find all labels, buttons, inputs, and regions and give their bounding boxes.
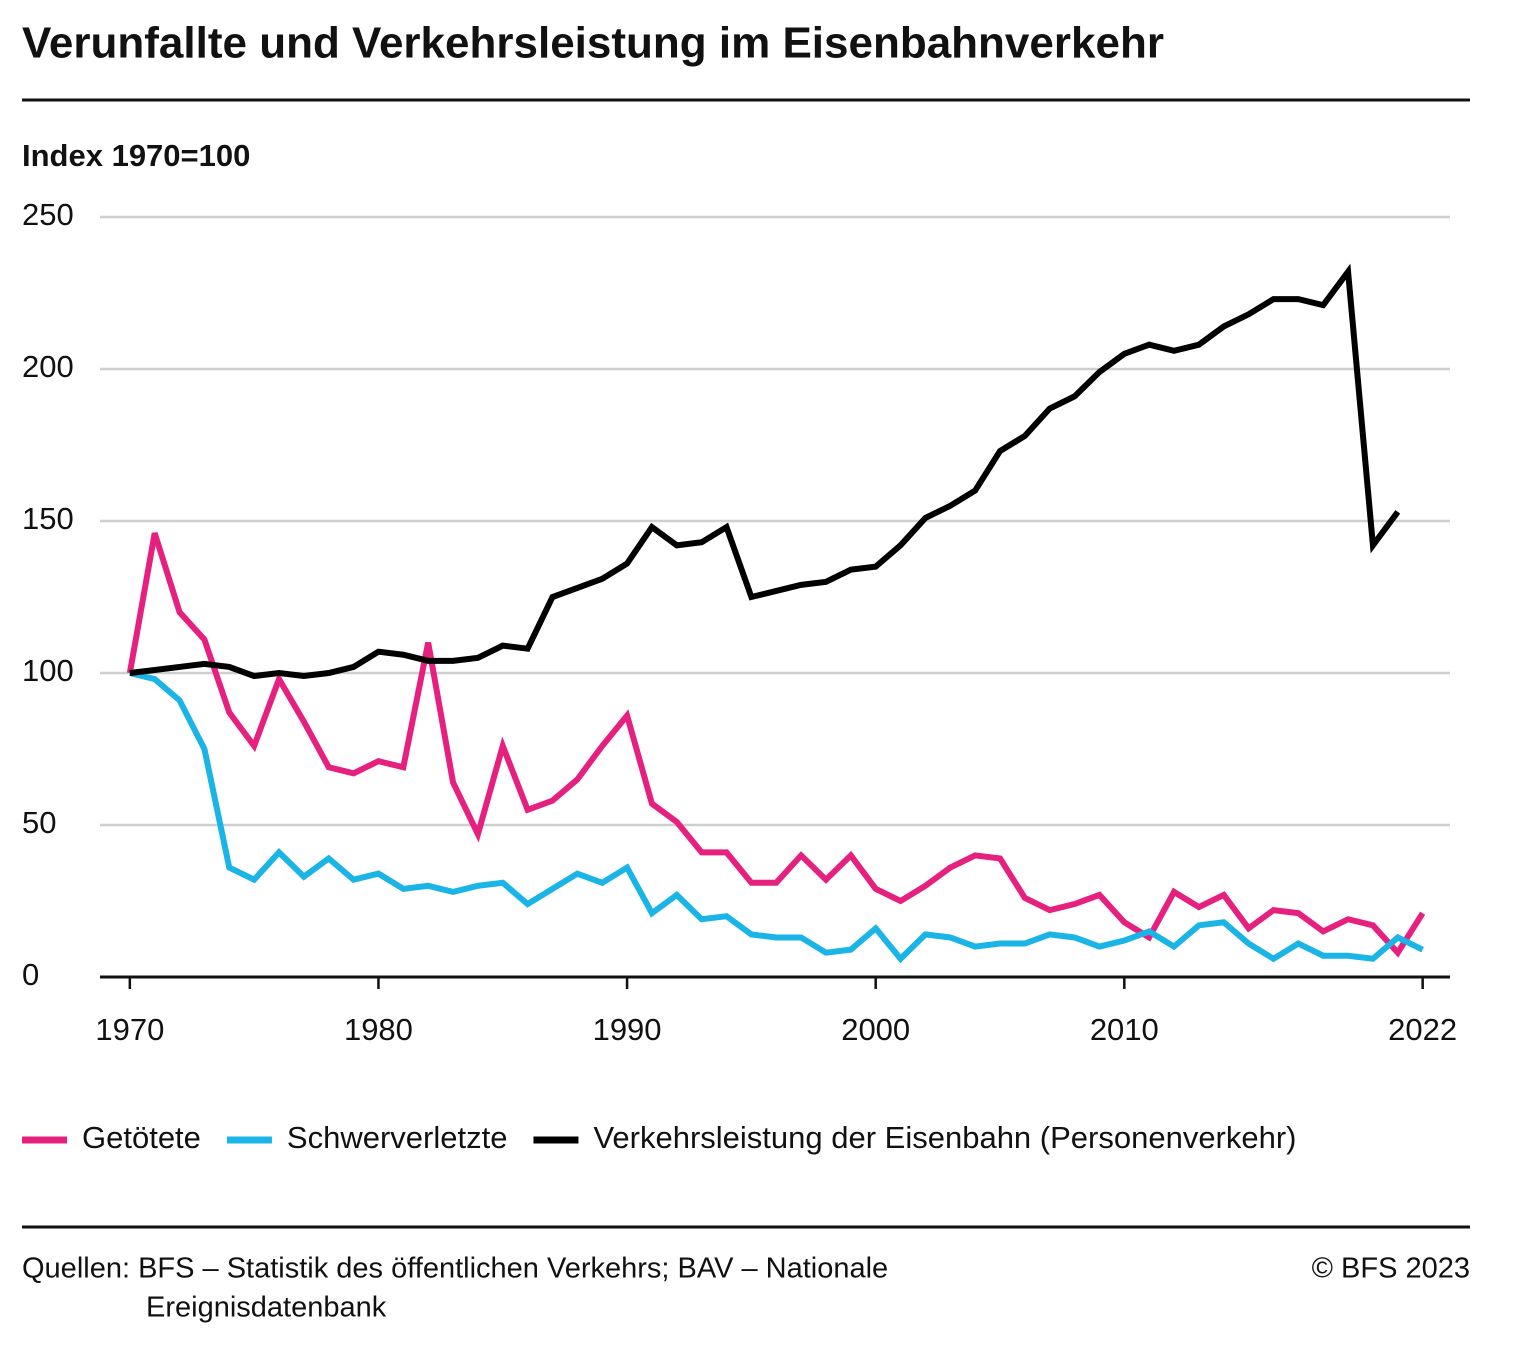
x-tick-label: 1980 (344, 1012, 413, 1047)
legend-label: Getötete (82, 1120, 201, 1155)
y-tick-label: 50 (22, 805, 56, 840)
copyright: © BFS 2023 (1312, 1253, 1470, 1285)
y-tick-label: 200 (22, 349, 74, 384)
y-tick-label: 100 (22, 653, 74, 688)
series-line (129, 670, 1424, 964)
x-tick-label: 2010 (1090, 1012, 1159, 1047)
x-tick-label: 1990 (593, 1012, 662, 1047)
x-tick-label: 1970 (95, 1012, 164, 1047)
y-tick-label: 0 (22, 957, 39, 992)
legend-label: Schwerverletzte (287, 1120, 508, 1155)
x-tick-label: 2000 (841, 1012, 910, 1047)
source: Ereignisdatenbank (146, 1292, 387, 1324)
chart-title: Verunfallte und Verkehrsleistung im Eise… (22, 19, 1164, 68)
source: Quellen: BFS – Statistik des öffentliche… (22, 1253, 888, 1285)
y-tick-label: 250 (22, 197, 74, 232)
y-tick-label: 150 (22, 501, 74, 536)
x-tick-label: 2022 (1388, 1012, 1457, 1047)
legend-label: Verkehrsleistung der Eisenbahn (Personen… (593, 1120, 1296, 1155)
series-line (126, 532, 1426, 958)
subtitle: Index 1970=100 (22, 138, 250, 173)
series-line (129, 263, 1401, 680)
